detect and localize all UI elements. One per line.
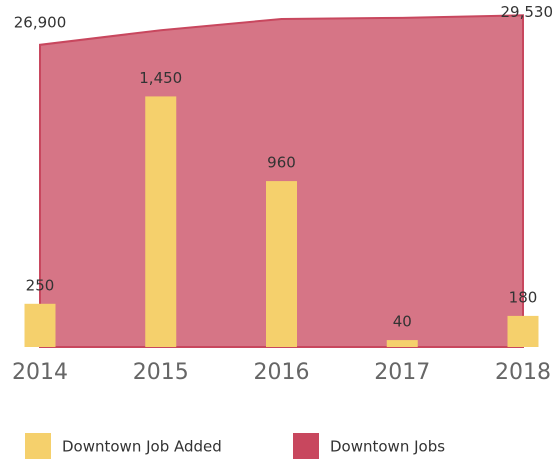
bar	[266, 181, 297, 347]
x-tick-label: 2015	[133, 360, 189, 385]
x-tick-label: 2014	[12, 360, 68, 385]
x-tick-label: 2017	[374, 360, 430, 385]
data-label: 250	[26, 276, 55, 294]
data-label: 960	[267, 154, 296, 172]
x-tick-label: 2016	[254, 360, 310, 385]
data-label: 40	[393, 313, 412, 331]
bar	[507, 315, 539, 347]
data-label: 26,900	[14, 13, 67, 31]
data-label: 29,530	[501, 3, 553, 21]
data-label: 180	[509, 288, 538, 306]
bar	[145, 96, 177, 348]
legend-swatch	[293, 433, 319, 459]
data-label: 1,450	[139, 69, 182, 87]
legend-label: Downtown Jobs	[330, 438, 445, 456]
x-tick-label: 2018	[495, 360, 551, 385]
legend-label: Downtown Job Added	[62, 438, 222, 456]
bar	[386, 340, 418, 347]
bar	[24, 303, 56, 347]
legend-swatch	[25, 433, 51, 459]
